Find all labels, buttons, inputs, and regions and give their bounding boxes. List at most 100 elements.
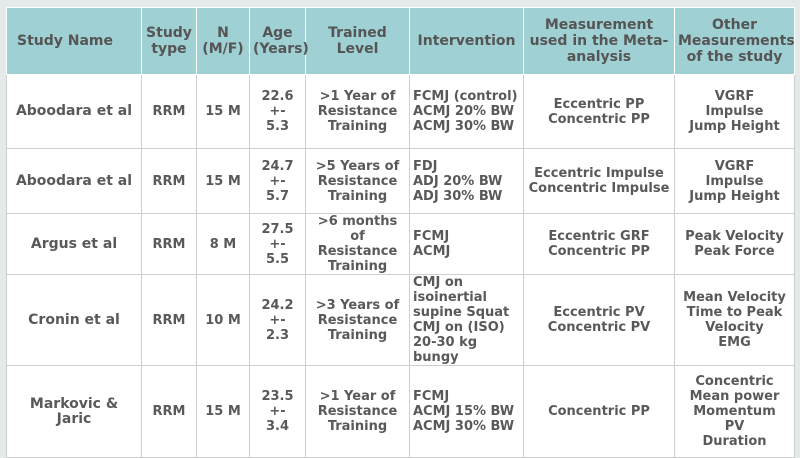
cell-line: supine Squat xyxy=(413,305,510,320)
header-intervention: Intervention xyxy=(409,7,524,75)
cell-intervention: FDJ ADJ 20% BW ADJ 30% BW xyxy=(409,148,524,214)
cell-line: 2.3 xyxy=(265,327,290,343)
cell-trained-level: >6 months of Resistance Training xyxy=(305,213,410,275)
cell-other-measurements: VGRF Impulse Jump Height xyxy=(674,74,795,149)
header-text: Intervention xyxy=(417,33,516,49)
cell-intervention: FCMJ (control) ACMJ 20% BW ACMJ 30% BW xyxy=(409,74,524,149)
cell-other-measurements: Concentric Mean power Momentum PV Duration xyxy=(674,365,795,458)
cell-study-name: Argus et al xyxy=(6,213,142,275)
cell-measurement: Eccentric PV Concentric PV xyxy=(523,274,675,366)
header-line: Study xyxy=(146,25,192,41)
cell-line: FCMJ (control) xyxy=(413,89,518,104)
cell-line: >3 Years of xyxy=(315,297,400,313)
cell-line: Training xyxy=(327,327,388,343)
cell-line: Eccentric PV xyxy=(553,305,645,320)
cell-line: Impulse xyxy=(705,104,764,119)
cell-line: Concentric PP xyxy=(548,111,650,127)
cell-line: VGRF xyxy=(714,89,755,104)
cell-line: Mean power xyxy=(689,389,780,404)
cell-study-name: Markovic & Jaric xyxy=(6,365,142,458)
cell-line: FDJ xyxy=(413,158,438,174)
cell-line: ACMJ 15% BW xyxy=(413,404,515,419)
cell-measurement: Eccentric GRF Concentric PP xyxy=(523,213,675,275)
cell-n: 15 M xyxy=(196,365,250,458)
cell-study-name: Aboodara et al xyxy=(6,74,142,149)
header-line: analysis xyxy=(566,49,632,65)
table-row: Cronin et al RRM 10 M 24.2 +- 2.3 >3 Years of… xyxy=(6,274,795,366)
header-study-type: Study type xyxy=(141,7,197,75)
table-row: Aboodara et al RRM 15 M 22.6 +- 5.3 >1 Year o… xyxy=(6,74,795,149)
cell-study-type: RRM xyxy=(141,274,197,366)
cell-line: Concentric Impulse xyxy=(528,181,670,196)
cell-n: 15 M xyxy=(196,74,250,149)
cell-n: 10 M xyxy=(196,274,250,366)
header-row: Study Name Study type N (M/F) Age (Years) T… xyxy=(6,7,795,75)
cell-line: 5.3 xyxy=(265,119,290,134)
header-line: Measurements xyxy=(678,33,795,49)
cell-trained-level: >1 Year of Resistance Training xyxy=(305,74,410,149)
cell-line: Argus et al xyxy=(30,235,118,252)
table-frame: Study Name Study type N (M/F) Age (Years) T… xyxy=(6,7,795,458)
cell-line: 24.7 +- xyxy=(261,158,294,189)
header-line: N xyxy=(217,25,229,41)
cell-line: Eccentric Impulse xyxy=(534,166,664,181)
cell-line: Training xyxy=(327,119,388,134)
header-line: (Years) xyxy=(253,41,309,57)
cell-line: 27.5 +- xyxy=(261,221,294,252)
cell-line: Mean Velocity xyxy=(683,290,786,305)
cell-line: PV xyxy=(724,419,745,434)
cell-study-type: RRM xyxy=(141,148,197,214)
cell-line: ACMJ 30% BW xyxy=(413,119,515,134)
header-line: Trained xyxy=(328,25,387,41)
header-trained-level: Trained Level xyxy=(305,7,410,75)
cell-other-measurements: Peak Velocity Peak Force xyxy=(674,213,795,275)
cell-other-measurements: Mean Velocity Time to Peak Velocity EMG xyxy=(674,274,795,366)
cell-line: 24.2 +- xyxy=(261,297,294,328)
cell-line: Jump Height xyxy=(689,119,780,134)
cell-line: ADJ 30% BW xyxy=(413,188,503,204)
table-row: Markovic & Jaric RRM 15 M 23.5 +- 3.4 >1 Year … xyxy=(6,365,795,458)
cell-line: Aboodara et al xyxy=(15,103,133,119)
cell-line: 22.6 +- xyxy=(261,89,294,119)
cell-line: ACMJ 20% BW xyxy=(413,104,515,119)
cell-line: Eccentric PP xyxy=(553,96,645,112)
header-text: Study Name xyxy=(17,33,114,49)
cell-line: ACMJ 30% BW xyxy=(413,419,515,434)
cell-line: Resistance xyxy=(317,312,398,328)
header-age: Age (Years) xyxy=(249,7,309,75)
cell-line: Resistance xyxy=(317,404,398,419)
cell-line: CMJ on xyxy=(413,275,464,290)
cell-age: 22.6 +- 5.3 xyxy=(249,74,306,149)
cell-measurement: Concentric PP xyxy=(523,365,675,458)
cell-line: Training xyxy=(327,188,388,204)
cell-line: Impulse xyxy=(705,173,764,189)
cell-line: Jaric xyxy=(56,410,92,427)
cell-trained-level: >5 Years of Resistance Training xyxy=(305,148,410,214)
header-n: N (M/F) xyxy=(196,7,250,75)
table-row: Argus et al RRM 8 M 27.5 +- 5.5 >6 months of R… xyxy=(6,213,795,275)
header-line: Age xyxy=(262,25,293,41)
cell-line: Velocity xyxy=(705,320,764,335)
header-line: of the study xyxy=(686,49,783,65)
cell-line: Concentric PV xyxy=(547,320,651,335)
cell-line: Resistance xyxy=(317,104,398,119)
cell-line: Jump Height xyxy=(689,188,780,204)
table-row: Aboodara et al RRM 15 M 24.7 +- 5.7 >5 Years … xyxy=(6,148,795,214)
header-study-name: Study Name xyxy=(6,7,142,75)
cell-study-type: RRM xyxy=(141,213,197,275)
cell-study-name: Aboodara et al xyxy=(6,148,142,214)
cell-line: Concentric PP xyxy=(548,404,650,419)
cell-study-name: Cronin et al xyxy=(6,274,142,366)
cell-line: Training xyxy=(327,259,388,274)
cell-line: Peak Velocity xyxy=(685,229,784,244)
cell-line: ACMJ xyxy=(413,244,451,259)
cell-line: Peak Force xyxy=(694,244,775,259)
header-line: Measurement xyxy=(544,17,654,33)
cell-line: >1 Year of xyxy=(319,89,396,104)
header-line: (M/F) xyxy=(202,41,244,57)
cell-line: Concentric xyxy=(695,374,774,389)
cell-line: CMJ on (ISO) xyxy=(413,320,505,335)
cell-line: Aboodara et al xyxy=(15,172,133,189)
cell-line: Resistance xyxy=(317,173,398,189)
cell-line: 3.4 xyxy=(265,419,290,434)
